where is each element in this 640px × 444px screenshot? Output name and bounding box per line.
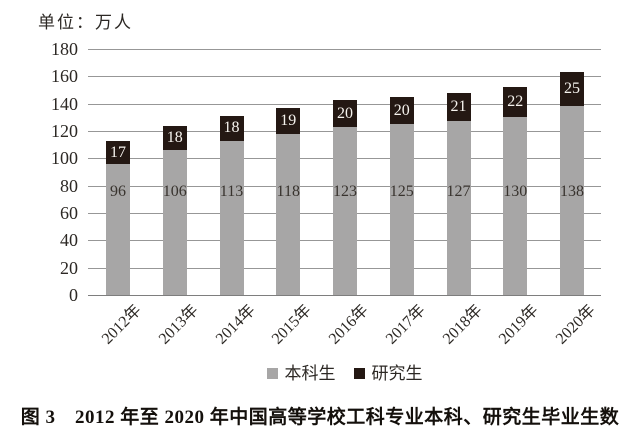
bar-value-grad: 25 bbox=[564, 80, 580, 98]
legend-label-grad: 研究生 bbox=[371, 364, 423, 383]
gridline bbox=[88, 49, 601, 50]
y-axis-tick-label: 80 bbox=[60, 175, 78, 196]
y-axis-tick-label: 160 bbox=[51, 66, 78, 87]
bar-segment-grad bbox=[219, 115, 244, 141]
bar-segment-grad bbox=[560, 72, 584, 107]
bar-segment-undergrad bbox=[560, 106, 584, 295]
bar-value-grad: 19 bbox=[280, 111, 297, 129]
figure-caption: 图 3 2012 年至 2020 年中国高等学校工科专业本科、研究生毕业生数 bbox=[20, 407, 620, 428]
bar-segment-undergrad bbox=[333, 126, 357, 295]
y-axis-tick-label: 140 bbox=[51, 93, 78, 114]
bar-segment-grad bbox=[276, 107, 301, 134]
y-axis-tick-label: 120 bbox=[51, 121, 78, 141]
y-axis-tick-label: 40 bbox=[60, 230, 78, 251]
bar-segment-undergrad bbox=[389, 124, 414, 295]
bar-value-grad: 17 bbox=[110, 143, 126, 161]
bar-value-undergrad: 96 bbox=[110, 183, 126, 200]
y-axis-tick-label: 0 bbox=[69, 285, 78, 305]
legend-swatch-undergrad bbox=[266, 368, 278, 379]
bar-segment-undergrad bbox=[162, 150, 187, 295]
bar-value-undergrad: 125 bbox=[389, 183, 414, 200]
y-axis-tick-label: 180 bbox=[51, 39, 78, 59]
bar-value-grad: 18 bbox=[223, 118, 240, 136]
bar-value-grad: 20 bbox=[337, 104, 353, 122]
bar-value-undergrad: 123 bbox=[333, 183, 357, 200]
bar-segment-undergrad bbox=[276, 133, 301, 295]
gridline bbox=[88, 76, 601, 78]
y-axis-tick-label: 100 bbox=[51, 148, 78, 169]
bar-value-undergrad: 130 bbox=[503, 183, 528, 200]
bar-value-grad: 20 bbox=[393, 101, 410, 119]
bar-segment-undergrad bbox=[106, 163, 130, 295]
plot-area: 0 20 40 60 80 100 120 140 160 180 17 96 2012年 18 106 20… bbox=[51, 39, 601, 348]
legend-item-undergrad: 本科生 bbox=[266, 364, 336, 383]
bar-segment-undergrad bbox=[446, 121, 471, 295]
y-axis-tick-label: 20 bbox=[60, 257, 78, 278]
bar-value-undergrad: 138 bbox=[560, 183, 584, 200]
bar-segment-undergrad bbox=[503, 117, 528, 295]
unit-label: 单位：万人 bbox=[38, 13, 133, 32]
legend-swatch-grad bbox=[353, 368, 365, 379]
bar-value-grad: 22 bbox=[507, 93, 524, 111]
gridline bbox=[88, 295, 601, 296]
bar-value-undergrad: 127 bbox=[446, 183, 471, 200]
bar-value-grad: 21 bbox=[450, 97, 467, 115]
bar-segment-grad bbox=[503, 87, 528, 118]
bar-value-grad: 18 bbox=[166, 128, 183, 146]
bar-segment-grad bbox=[162, 125, 187, 151]
bar-value-undergrad: 118 bbox=[276, 183, 300, 200]
bar-segment-undergrad bbox=[219, 140, 244, 295]
bar-segment-grad bbox=[446, 92, 471, 122]
bar-segment-grad bbox=[333, 99, 357, 127]
bar-value-undergrad: 113 bbox=[219, 183, 244, 200]
bar-value-undergrad: 106 bbox=[162, 183, 187, 200]
bar-segment-grad bbox=[106, 140, 130, 164]
legend: 本科生 研究生 bbox=[88, 365, 601, 382]
legend-item-grad: 研究生 bbox=[353, 364, 423, 383]
y-axis-tick-label: 60 bbox=[60, 203, 78, 223]
bar-segment-grad bbox=[389, 96, 414, 125]
legend-label-undergrad: 本科生 bbox=[284, 364, 336, 383]
